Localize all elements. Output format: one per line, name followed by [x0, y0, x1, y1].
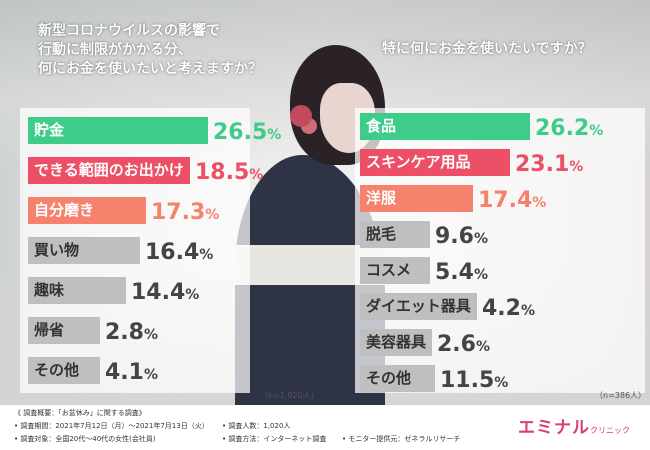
bar-label: 脱毛 — [366, 225, 397, 243]
bar-label: 自分磨き — [34, 201, 95, 219]
bar-label: できる範囲のお出かけ — [34, 161, 184, 179]
bar-label: スキンケア用品 — [366, 153, 471, 171]
survey-provider: • モニター提供元：ゼネラルリサーチ — [342, 435, 461, 443]
bar-value: 26.2% — [535, 116, 604, 141]
bar-8 — [360, 365, 435, 392]
bar-label: 買い物 — [34, 241, 80, 259]
bar-3 — [28, 197, 146, 224]
bar-value: 4.2% — [482, 296, 536, 321]
survey-respondents: • 調査人数：1,020人 — [222, 422, 291, 430]
bar-label: その他 — [366, 369, 412, 387]
survey-period: • 調査期間：2021年7月12日（月）～2021年7月13日（火） — [14, 422, 209, 430]
survey-heading: 《 調査概要：「お盆休み」に関する調査》 — [14, 409, 146, 417]
bar-7 — [28, 357, 100, 384]
question-left: 新型コロナウイルスの影響で 行動に制限がかかる分、 何にお金を使いたいと考えます… — [38, 23, 262, 77]
bar-value: 11.5% — [440, 368, 509, 393]
bar-value: 17.3% — [151, 200, 220, 225]
bar-7 — [360, 329, 432, 356]
bar-value: 2.8% — [105, 320, 159, 345]
bar-6 — [360, 293, 477, 320]
bar-value: 2.6% — [437, 332, 491, 357]
brand-name: エミナル — [518, 418, 590, 438]
right-sample-size: （n=386人） — [595, 391, 647, 400]
survey-target: • 調査対象：全国20代～40代の女性(会社員) — [14, 435, 156, 443]
bar-value: 16.4% — [145, 240, 214, 265]
bar-value: 4.1% — [105, 360, 159, 385]
bar-4 — [360, 221, 430, 248]
bar-label: その他 — [34, 361, 80, 379]
bar-label: 貯金 — [34, 121, 65, 139]
bar-label: コスメ — [366, 261, 412, 279]
bar-value: 5.4% — [435, 260, 489, 285]
bar-1 — [360, 113, 530, 140]
brand-sub: クリニック — [590, 426, 630, 435]
bar-value: 26.5% — [213, 120, 282, 145]
bar-label: ダイエット器具 — [366, 297, 471, 315]
bar-2 — [28, 157, 190, 184]
brand-logo: エミナルクリニック — [518, 413, 630, 438]
bar-value: 23.1% — [515, 152, 584, 177]
bar-4 — [28, 237, 140, 264]
bar-label: 美容器具 — [366, 333, 427, 351]
survey-method: • 調査方法：インターネット調査 — [222, 435, 327, 443]
bar-value: 14.4% — [131, 280, 200, 305]
survey-footer — [0, 405, 650, 450]
bar-value: 9.6% — [435, 224, 489, 249]
bar-3 — [360, 185, 473, 212]
bar-5 — [360, 257, 430, 284]
question-right: 特に何にお金を使いたいですか？ — [382, 41, 592, 57]
bar-2 — [360, 149, 510, 176]
bar-label: 趣味 — [34, 281, 65, 299]
bar-1 — [28, 117, 208, 144]
bar-label: 帰省 — [34, 321, 65, 339]
bar-6 — [28, 317, 100, 344]
bar-value: 18.5% — [195, 160, 264, 185]
bar-label: 食品 — [366, 117, 397, 135]
bar-label: 洋服 — [366, 189, 397, 207]
bar-5 — [28, 277, 126, 304]
left-sample-size: （n=1,020人） — [260, 391, 319, 400]
bar-value: 17.4% — [478, 188, 547, 213]
